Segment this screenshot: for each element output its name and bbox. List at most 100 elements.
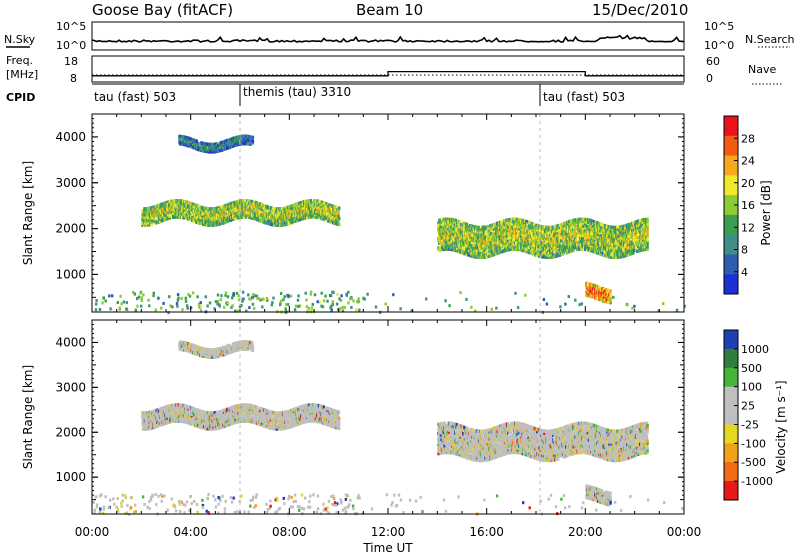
echo-cell xyxy=(162,216,166,220)
echo-cell xyxy=(212,211,216,215)
echo-cell xyxy=(146,213,149,217)
echo-cell xyxy=(233,200,236,205)
echo-cell xyxy=(204,144,207,148)
echo-cell xyxy=(178,134,182,139)
echo-cell xyxy=(223,216,226,220)
echo-cell xyxy=(189,211,192,216)
freq-left-tick-bottom: 8 xyxy=(70,72,77,85)
echo-cell xyxy=(212,207,216,211)
echo-cell xyxy=(218,220,221,224)
echo-cell xyxy=(251,200,254,204)
noise-panel-frame xyxy=(91,21,685,51)
echo-cell xyxy=(155,218,158,223)
echo-cell xyxy=(150,220,153,224)
noise-left-label: N.Sky xyxy=(4,33,36,46)
echo-cell xyxy=(159,215,163,219)
echo-cell xyxy=(244,213,248,217)
echo-cell xyxy=(146,215,149,219)
echo-cell xyxy=(175,215,178,219)
echo-cell xyxy=(241,142,244,146)
echo-cell xyxy=(201,212,204,216)
echo-cell xyxy=(189,139,192,143)
echo-cell xyxy=(185,200,189,204)
echo-cell xyxy=(170,211,174,216)
echo-cell xyxy=(237,211,240,216)
echo-cell xyxy=(247,199,250,203)
echo-cell xyxy=(257,206,261,210)
echo-cell xyxy=(212,221,216,225)
echo-cell xyxy=(167,202,171,206)
echo-cell xyxy=(215,212,219,217)
echo-cell xyxy=(211,209,214,213)
echo-cell xyxy=(220,207,224,211)
echo-cell xyxy=(163,211,166,216)
echo-cell xyxy=(195,139,198,144)
echo-cell xyxy=(148,212,151,217)
echo-cell xyxy=(201,210,204,214)
echo-cell xyxy=(141,215,145,219)
echo-cell xyxy=(193,219,196,223)
echo-cell xyxy=(190,216,194,220)
echo-cell xyxy=(214,221,217,225)
echo-cell xyxy=(174,203,177,207)
echo-cell xyxy=(191,210,195,215)
echo-cell xyxy=(227,207,230,211)
echo-cell xyxy=(338,216,341,221)
echo-cell xyxy=(168,216,171,220)
echo-cell xyxy=(150,222,153,226)
echo-cell xyxy=(204,220,207,225)
echo-cell xyxy=(178,142,182,146)
echo-cell xyxy=(227,215,230,219)
echo-cell xyxy=(244,215,248,219)
noise-right-label: N.Search xyxy=(745,33,795,46)
echo-cell xyxy=(202,222,205,226)
echo-cell xyxy=(219,222,222,226)
echo-cell xyxy=(241,207,244,211)
echo-cell xyxy=(175,207,178,211)
echo-cell xyxy=(173,201,176,205)
echo-cell xyxy=(233,206,237,211)
beam-title: Beam 10 xyxy=(356,1,423,19)
noise-panel: N.Sky 10^5 10^0 10^5 10^0 N.Search xyxy=(4,20,795,52)
echo-cell xyxy=(185,204,188,208)
echo-cell xyxy=(145,217,149,221)
echo-cell xyxy=(200,218,203,222)
noise-right-tick-top: 10^5 xyxy=(704,20,734,33)
echo-cell xyxy=(198,219,202,223)
echo-cell xyxy=(259,209,263,213)
echo-cell xyxy=(185,214,189,219)
echo-cell xyxy=(178,140,181,144)
echo-cell xyxy=(156,206,159,210)
echo-cell xyxy=(251,139,255,143)
echo-cell xyxy=(177,207,180,211)
echo-cell xyxy=(240,205,243,209)
echo-cell xyxy=(236,135,240,139)
echo-cell xyxy=(166,216,169,221)
power-echo-cells xyxy=(94,134,686,315)
echo-cell xyxy=(233,208,236,213)
echo-cell xyxy=(207,148,211,152)
echo-cell xyxy=(219,213,222,218)
echo-cell xyxy=(197,221,200,225)
echo-cell xyxy=(241,140,244,144)
echo-cell xyxy=(156,220,159,224)
echo-cell xyxy=(209,215,213,219)
echo-cell xyxy=(338,206,341,210)
echo-cell xyxy=(160,217,163,221)
echo-cell xyxy=(232,205,235,209)
echo-cell xyxy=(210,142,213,147)
echo-cell xyxy=(174,215,177,219)
cpid-segment-3: tau (fast) 503 xyxy=(543,90,625,104)
echo-cell xyxy=(219,205,222,210)
echo-cell xyxy=(212,223,215,227)
echo-cell xyxy=(196,212,200,217)
echo-cell xyxy=(228,210,232,214)
frequency-panel: Freq. [MHz] 18 8 60 0 Nave xyxy=(6,54,782,85)
echo-cell xyxy=(151,205,155,210)
echo-cell xyxy=(182,135,185,139)
echo-cell xyxy=(204,142,207,146)
echo-cell xyxy=(218,218,221,222)
echo-cell xyxy=(170,203,173,208)
echo-cell xyxy=(144,223,147,227)
echo-cell xyxy=(228,141,232,145)
